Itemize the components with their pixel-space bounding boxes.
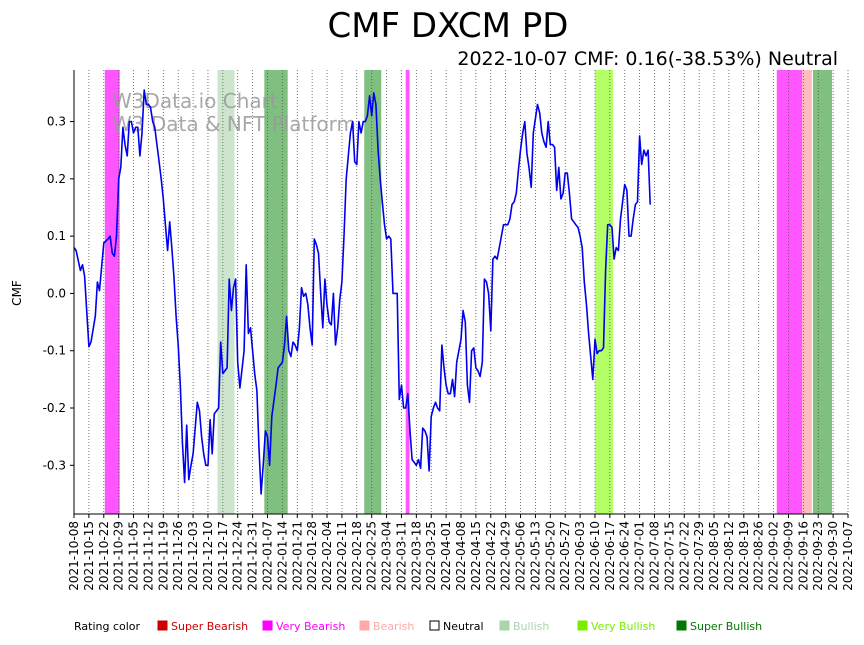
x-tick-label: 2022-06-17 — [603, 521, 617, 591]
x-tick-label: 2021-12-24 — [231, 521, 245, 591]
chart-subtitle: 2022-10-07 CMF: 0.16(-38.53%) Neutral — [457, 48, 838, 70]
x-tick-label: 2022-07-29 — [692, 521, 706, 591]
x-tick-label: 2022-06-03 — [573, 521, 587, 591]
x-tick-label: 2022-07-15 — [662, 521, 676, 591]
x-tick-label: 2021-10-22 — [97, 521, 111, 591]
x-tick-label: 2022-09-09 — [781, 521, 795, 591]
legend-title: Rating color — [74, 620, 141, 633]
legend-item-label: Bullish — [513, 620, 549, 633]
x-tick-label: 2021-12-03 — [186, 521, 200, 591]
x-tick-label: 2022-04-08 — [454, 521, 468, 591]
rating-band-very-bearish — [104, 70, 120, 514]
rating-band-very-bearish — [776, 70, 803, 514]
x-tick-label: 2022-01-07 — [261, 521, 275, 591]
x-tick-label: 2021-10-15 — [82, 521, 96, 591]
x-tick-label: 2021-11-19 — [156, 521, 170, 591]
x-tick-label: 2022-10-07 — [841, 521, 855, 591]
legend-item-label: Very Bullish — [591, 620, 655, 633]
y-tick-label: -0.2 — [43, 401, 66, 415]
x-tick-label: 2022-02-18 — [350, 521, 364, 591]
legend-item-label: Super Bullish — [690, 620, 762, 633]
x-tick-label: 2022-08-19 — [737, 521, 751, 591]
x-tick-label: 2022-01-14 — [275, 521, 289, 591]
legend-swatch — [676, 620, 687, 631]
y-axis-label: CMF — [10, 280, 24, 306]
legend-item-label: Bearish — [373, 620, 414, 633]
legend-swatch — [262, 620, 273, 631]
x-tick-label: 2021-10-29 — [112, 521, 126, 591]
legend-swatch — [429, 620, 440, 631]
x-tick-label: 2022-02-04 — [320, 521, 334, 591]
x-tick-label: 2022-08-26 — [752, 521, 766, 591]
x-tick-label: 2021-12-17 — [216, 521, 230, 591]
x-tick-label: 2022-08-12 — [722, 521, 736, 591]
x-tick-label: 2022-05-06 — [514, 521, 528, 591]
x-tick-label: 2022-03-04 — [380, 521, 394, 591]
rating-band-bearish — [802, 70, 812, 514]
x-tick-label: 2022-04-29 — [499, 521, 513, 591]
x-tick-label: 2021-11-12 — [141, 521, 155, 591]
x-tick-label: 2022-02-25 — [365, 521, 379, 591]
rating-band-super-bullish — [264, 70, 288, 514]
chart-title: CMF DXCM PD — [327, 6, 568, 46]
legend-swatch — [499, 620, 510, 631]
x-tick-label: 2022-05-27 — [558, 521, 572, 591]
x-tick-label: 2022-09-02 — [767, 521, 781, 591]
rating-band-bullish — [217, 70, 235, 514]
x-tick-label: 2022-09-30 — [826, 521, 840, 591]
x-tick-label: 2021-11-26 — [171, 521, 185, 591]
x-tick-label: 2021-11-05 — [127, 521, 141, 591]
x-tick-label: 2021-12-31 — [246, 521, 260, 591]
rating-band-super-bullish — [364, 70, 382, 514]
x-tick-label: 2022-03-25 — [424, 521, 438, 591]
x-tick-label: 2022-06-24 — [618, 521, 632, 591]
y-tick-label: 0.2 — [47, 172, 66, 186]
x-tick-label: 2021-12-10 — [201, 521, 215, 591]
x-tick-label: 2022-07-08 — [648, 521, 662, 591]
y-tick-label: -0.1 — [43, 344, 66, 358]
x-tick-label: 2022-01-28 — [305, 521, 319, 591]
y-tick-label: 0.3 — [47, 115, 66, 129]
legend-item-label: Super Bearish — [171, 620, 248, 633]
legend-swatch — [157, 620, 168, 631]
legend-swatch — [359, 620, 370, 631]
legend-swatch — [577, 620, 588, 631]
watermark-line-1: W3Data.io Chart — [112, 89, 278, 113]
x-tick-label: 2022-03-11 — [394, 521, 408, 591]
y-tick-label: 0.0 — [47, 286, 66, 300]
x-tick-label: 2022-09-16 — [796, 521, 810, 591]
x-tick-label: 2021-10-08 — [67, 521, 81, 591]
x-tick-label: 2022-09-23 — [811, 521, 825, 591]
watermark-line-2: W3 Data & NFT Platform — [112, 112, 356, 136]
x-tick-label: 2022-04-15 — [469, 521, 483, 591]
rating-band-very-bullish — [594, 70, 614, 514]
x-tick-label: 2022-05-13 — [528, 521, 542, 591]
rating-band-very-bearish — [405, 70, 410, 514]
rating-band-super-bullish — [812, 70, 833, 514]
legend-item-label: Neutral — [443, 620, 484, 633]
cmf-line — [73, 89, 651, 495]
x-tick-label: 2022-08-05 — [707, 521, 721, 591]
y-tick-label: -0.3 — [43, 458, 66, 472]
x-tick-label: 2022-04-22 — [484, 521, 498, 591]
x-tick-label: 2022-03-18 — [409, 521, 423, 591]
x-tick-label: 2022-07-01 — [633, 521, 647, 591]
x-tick-label: 2022-04-01 — [439, 521, 453, 591]
legend-item-label: Very Bearish — [276, 620, 345, 633]
x-tick-label: 2022-05-20 — [543, 521, 557, 591]
x-tick-label: 2022-01-21 — [290, 521, 304, 591]
x-tick-label: 2022-02-11 — [335, 521, 349, 591]
y-tick-label: 0.1 — [47, 229, 66, 243]
x-tick-label: 2022-07-22 — [677, 521, 691, 591]
x-tick-label: 2022-06-10 — [588, 521, 602, 591]
